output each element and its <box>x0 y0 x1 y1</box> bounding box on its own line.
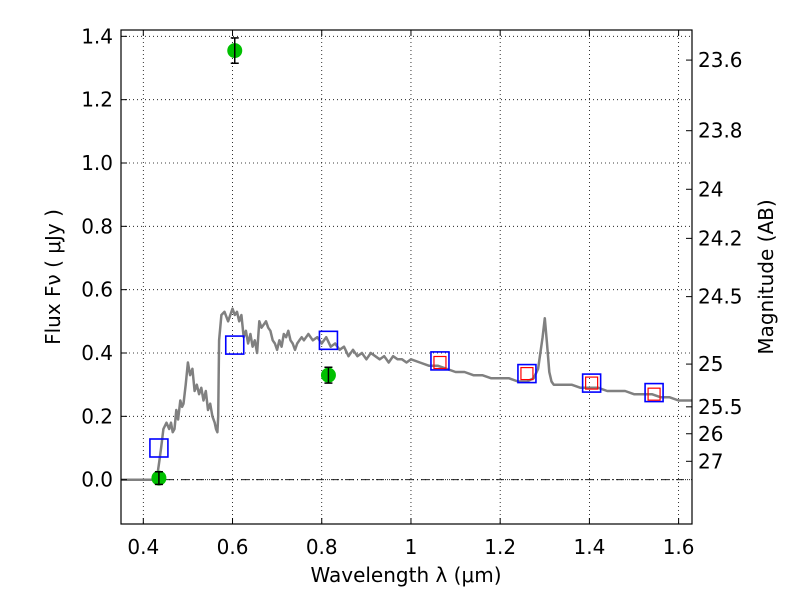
axis-ticks <box>121 30 692 524</box>
right-tick-label: 27 <box>698 449 723 473</box>
tick-labels: 0.4 0.6 0.8 1 1.2 1.4 1.6 0.0 0.2 0.4 0.6 0.8 1.0 1.2… <box>81 24 742 559</box>
right-tick-label: 23.6 <box>698 48 743 72</box>
y-axis-title: Flux Fν ( μJy ) <box>41 209 65 345</box>
model-spectrum-layer <box>121 307 692 481</box>
right-tick-label: 25.5 <box>698 395 743 419</box>
y-tick-label: 1.4 <box>81 24 113 48</box>
x-tick-label: 1.6 <box>663 535 695 559</box>
model-spectrum-line <box>121 307 692 481</box>
right-tick-label: 26 <box>698 422 723 446</box>
y-tick-label: 0.8 <box>81 214 113 238</box>
x-tick-label: 1 <box>405 535 418 559</box>
x-tick-label: 1.4 <box>573 535 605 559</box>
model-point-square <box>224 335 245 355</box>
x-tick-label: 0.6 <box>217 535 249 559</box>
y-tick-label: 0.6 <box>81 278 113 302</box>
x-axis-title: Wavelength λ (μm) <box>310 563 501 587</box>
model-point-inner-square <box>520 366 534 381</box>
y-tick-label: 1.2 <box>81 88 113 112</box>
x-tick-label: 1.2 <box>484 535 516 559</box>
model-point-inner-square <box>433 355 447 370</box>
x-tick-label: 0.8 <box>306 535 338 559</box>
model-point-square <box>430 351 450 371</box>
model-point-inner-square <box>647 387 661 401</box>
right-tick-label: 23.8 <box>698 119 743 143</box>
x-tick-label: 0.4 <box>127 535 159 559</box>
y-tick-label: 0.0 <box>81 468 113 492</box>
y-tick-label: 1.0 <box>81 151 113 175</box>
right-tick-label: 25 <box>698 352 723 376</box>
y-tick-label: 0.2 <box>81 404 113 428</box>
model-point-square <box>517 363 537 384</box>
plot-frame <box>120 29 693 525</box>
model-point-square <box>644 382 664 403</box>
right-tick-label: 24 <box>698 177 723 201</box>
data-points-layer <box>149 37 664 486</box>
model-point-square <box>581 373 602 393</box>
model-point-square <box>149 438 169 458</box>
right-axis-title: Magnitude (AB) <box>754 199 778 354</box>
model-point-inner-square <box>585 376 599 390</box>
right-tick-label: 24.2 <box>698 226 743 250</box>
right-tick-label: 24.5 <box>698 285 743 309</box>
model-point-square <box>318 330 339 351</box>
y-tick-label: 0.4 <box>81 341 113 365</box>
